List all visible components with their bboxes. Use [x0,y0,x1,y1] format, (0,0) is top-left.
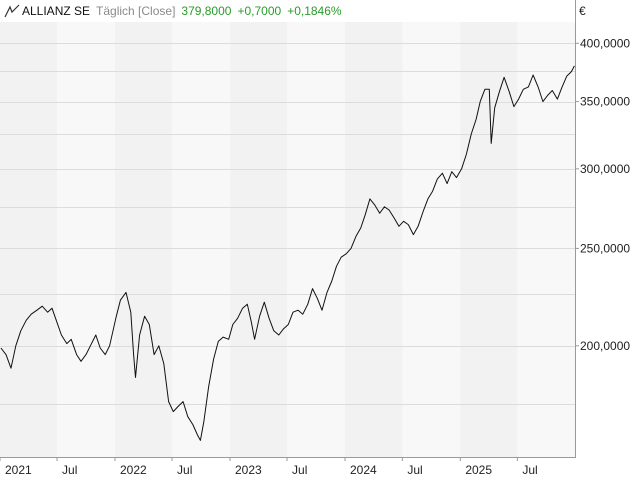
y-axis-ticks: 200,0000 250,0000 300,0000 350,0000 400,0000 [575,36,630,353]
currency-label: € [579,4,586,18]
x-tick-label: Jul [177,463,192,477]
x-tick-label: 2021 [5,463,32,477]
y-tick-label: 400,0000 [580,36,630,50]
line-chart-icon [4,4,20,18]
period-band [402,22,461,457]
period-band [517,22,575,457]
period-band [172,22,230,457]
price-change: +0,7000 [237,4,282,18]
x-tick-label: Jul [522,463,537,477]
price-line [0,65,575,441]
period-band [287,22,345,457]
period-band [57,22,115,457]
last-price: 379,8000 [181,4,232,18]
instrument-name: ALLIANZ SE [22,4,91,18]
x-tick-label: Jul [292,463,307,477]
period-bands [57,22,575,457]
x-tick-label: 2022 [120,463,147,477]
x-tick-label: 2023 [235,463,262,477]
x-axis-ticks: 2021 Jul 2022 Jul 2023 Jul 2024 Jul 2025 Jul [0,457,538,477]
x-tick-label: Jul [62,463,77,477]
price-change-percent: +0,1846% [287,4,342,18]
x-tick-label: Jul [407,463,422,477]
y-tick-label: 300,0000 [580,162,630,176]
interval-label: Täglich [Close] [96,4,176,18]
x-tick-label: 2025 [465,463,492,477]
y-tick-label: 350,0000 [580,95,630,109]
x-tick-label: 2024 [350,463,377,477]
y-tick-label: 200,0000 [580,339,630,353]
gridlines [0,43,575,405]
y-tick-label: 250,0000 [580,241,630,255]
chart-header: ALLIANZ SE Täglich [Close] 379,8000 +0,7… [0,0,575,22]
